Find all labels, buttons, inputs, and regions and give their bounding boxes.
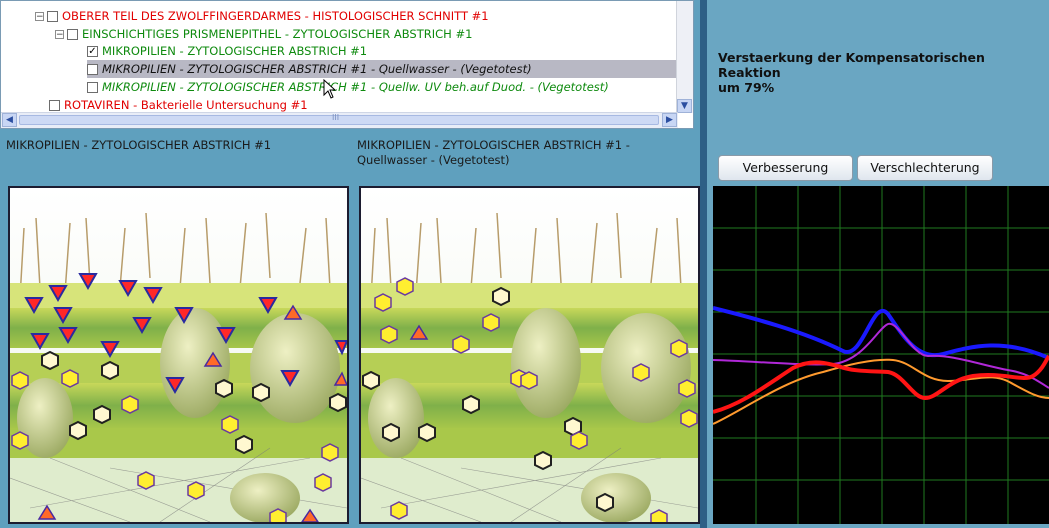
verschlechterung-button[interactable]: Verschlechterung <box>857 155 993 181</box>
tree-item-label: EINSCHICHTIGES PRISMENEPITHEL - ZYTOLOGI… <box>82 27 473 41</box>
tree-item-label: MIKROPILIEN - ZYTOLOGISCHER ABSTRICH #1 <box>102 44 368 58</box>
collapse-icon[interactable]: − <box>55 29 64 40</box>
scroll-down-icon[interactable]: ▼ <box>677 99 692 113</box>
tree-checkbox[interactable] <box>67 28 78 40</box>
status-line-2: um 79% <box>718 80 775 95</box>
graph-plot <box>712 186 1049 524</box>
left-panel-caption: MIKROPILIEN - ZYTOLOGISCHER ABSTRICH #1 <box>6 138 272 152</box>
vertical-scrollbar[interactable]: ▼ <box>676 1 693 113</box>
tree-item-label: ROTAVIREN - Bakterielle Untersuchung #1 <box>64 98 308 112</box>
mouse-cursor-icon <box>323 79 337 99</box>
collapse-icon[interactable]: − <box>35 11 44 22</box>
verbesserung-button[interactable]: Verbesserung <box>718 155 853 181</box>
right-cell-image <box>359 186 700 524</box>
scroll-left-icon[interactable]: ◀ <box>2 113 17 127</box>
tree-checkbox[interactable] <box>87 63 98 75</box>
cell-illustration-right <box>361 188 698 522</box>
reaction-graph <box>712 186 1049 524</box>
right-panel-caption-line2: Quellwasser - (Vegetotest) <box>357 153 510 167</box>
right-panel-caption-line1: MIKROPILIEN - ZYTOLOGISCHER ABSTRICH #1 … <box>357 138 630 152</box>
tree-item-rotaviren[interactable]: ROTAVIREN - Bakterielle Untersuchung #1 <box>49 96 308 114</box>
tree-item-label: OBERER TEIL DES ZWOLFFINGERDARMES - HIST… <box>62 9 489 23</box>
horizontal-scrollbar[interactable]: ◀ III ▶ <box>1 112 678 128</box>
tree-checkbox[interactable] <box>47 10 58 22</box>
scroll-thumb-grip: III <box>332 113 340 122</box>
scroll-thumb[interactable]: III <box>19 113 659 125</box>
tree-item-label: MIKROPILIEN - ZYTOLOGISCHER ABSTRICH #1 … <box>102 62 532 76</box>
tree-item-prismenepithel[interactable]: − EINSCHICHTIGES PRISMENEPITHEL - ZYTOLO… <box>55 25 472 43</box>
tree-item-mikropilien[interactable]: ✓ MIKROPILIEN - ZYTOLOGISCHER ABSTRICH #… <box>87 42 367 60</box>
status-text: Verstaerkung der Kompensatorischen Reakt… <box>718 50 1038 95</box>
left-cell-image <box>8 186 349 524</box>
tree-checkbox[interactable] <box>49 99 60 111</box>
tree-view[interactable]: − OBERER TEIL DES ZWOLFFINGERDARMES - HI… <box>0 0 694 129</box>
tree-checkbox-checked[interactable]: ✓ <box>87 45 98 57</box>
tree-item-quellw-uv[interactable]: MIKROPILIEN - ZYTOLOGISCHER ABSTRICH #1 … <box>87 78 609 96</box>
tree-item-quellwasser[interactable]: MIKROPILIEN - ZYTOLOGISCHER ABSTRICH #1 … <box>87 60 681 78</box>
tree-item-label: MIKROPILIEN - ZYTOLOGISCHER ABSTRICH #1 … <box>102 80 609 94</box>
tree-item-duodenum[interactable]: − OBERER TEIL DES ZWOLFFINGERDARMES - HI… <box>35 7 489 25</box>
cell-illustration-left <box>10 188 347 522</box>
scroll-right-icon[interactable]: ▶ <box>662 113 677 127</box>
panel-divider <box>700 0 708 528</box>
status-line-1: Verstaerkung der Kompensatorischen Reakt… <box>718 50 985 80</box>
tree-checkbox[interactable] <box>87 81 98 93</box>
